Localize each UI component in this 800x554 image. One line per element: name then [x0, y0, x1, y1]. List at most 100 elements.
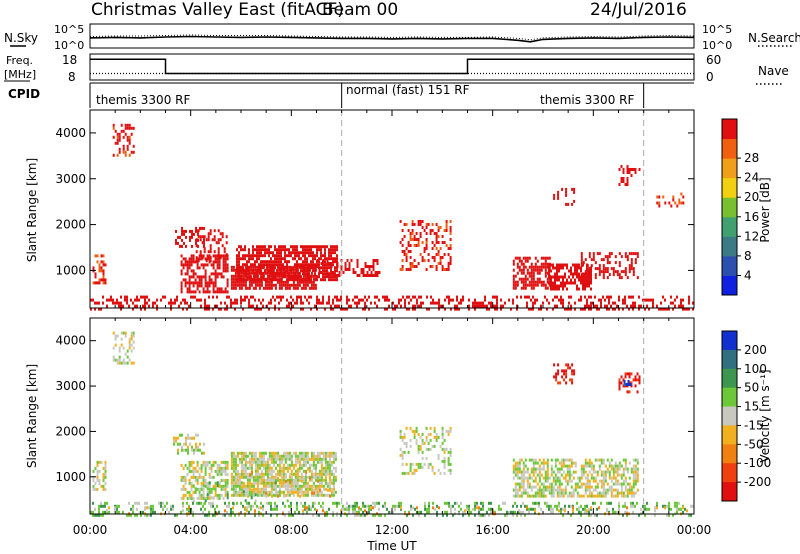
heatmap-cell — [184, 284, 187, 288]
heatmap-cell — [538, 479, 541, 483]
heatmap-cell — [524, 295, 526, 299]
heatmap-cell — [304, 280, 307, 284]
heatmap-cell — [534, 494, 537, 498]
heatmap-cell — [620, 255, 623, 259]
heatmap-cell — [292, 472, 295, 476]
heatmap-cell — [196, 460, 199, 464]
heatmap-cell — [100, 513, 102, 517]
heatmap-cell — [212, 504, 214, 508]
heatmap-cell — [646, 298, 648, 302]
heatmap-cell — [634, 375, 637, 379]
heatmap-cell — [437, 229, 440, 232]
heatmap-cell — [346, 506, 348, 510]
heatmap-cell — [332, 307, 334, 311]
heatmap-cell — [198, 493, 201, 497]
heatmap-cell — [308, 463, 311, 467]
heatmap-cell — [388, 298, 390, 302]
heatmap-cell — [630, 485, 633, 489]
heatmap-cell — [268, 493, 271, 497]
heatmap-cell — [310, 454, 313, 458]
heatmap-cell — [520, 286, 523, 290]
heatmap-cell — [546, 504, 548, 508]
heatmap-cell — [220, 307, 222, 311]
heatmap-cell — [320, 271, 323, 274]
heatmap-cell — [204, 272, 207, 276]
heatmap-cell — [578, 263, 580, 267]
heatmap-cell — [246, 286, 249, 290]
heatmap-cell — [566, 470, 569, 474]
heatmap-cell — [210, 272, 213, 276]
heatmap-cell — [344, 265, 347, 268]
heatmap-cell — [566, 494, 569, 498]
heatmap-cell — [298, 484, 301, 488]
heatmap-cell — [298, 454, 301, 458]
heatmap-cell — [102, 475, 105, 479]
heatmap-cell — [458, 504, 460, 508]
heatmap-cell — [144, 304, 146, 308]
heatmap-cell — [200, 466, 203, 470]
heatmap-cell — [449, 220, 452, 223]
heatmap-cell — [522, 286, 525, 290]
heatmap-cell — [264, 484, 267, 488]
xtick-label: 00:00 — [73, 523, 108, 537]
heatmap-cell — [514, 274, 517, 278]
heatmap-cell — [368, 268, 371, 271]
heatmap-cell — [522, 461, 525, 465]
heatmap-cell — [226, 510, 228, 514]
heatmap-cell — [326, 466, 329, 470]
heatmap-cell — [520, 491, 523, 495]
heatmap-cell — [126, 126, 129, 130]
heatmap-cell — [409, 468, 412, 472]
heatmap-cell — [334, 304, 336, 308]
heatmap-cell — [415, 429, 418, 433]
heatmap-cell — [250, 451, 253, 455]
heatmap-cell — [409, 438, 412, 442]
heatmap-cell — [558, 488, 561, 492]
heatmap-cell — [399, 447, 402, 451]
heatmap-cell — [183, 229, 185, 233]
heatmap-cell — [316, 265, 319, 268]
heatmap-cell — [616, 273, 619, 277]
heatmap-cell — [435, 235, 438, 238]
heatmap-cell — [266, 266, 268, 270]
heatmap-cell — [624, 504, 626, 508]
heatmap-cell — [288, 251, 290, 255]
heatmap-cell — [374, 259, 377, 262]
heatmap-cell — [636, 252, 639, 256]
heatmap-cell — [251, 488, 253, 492]
heatmap-cell — [217, 229, 220, 233]
heatmap-cell — [92, 298, 94, 302]
heatmap-cell — [401, 438, 404, 442]
heatmap-cell — [447, 468, 450, 472]
heatmap-cell — [308, 272, 310, 276]
heatmap-cell — [586, 275, 588, 279]
heatmap-cell — [260, 451, 263, 455]
heatmap-cell — [522, 510, 524, 514]
heatmap-cell — [522, 265, 525, 269]
heatmap-cell — [550, 458, 553, 462]
heatmap-cell — [274, 454, 277, 458]
heatmap-cell — [186, 269, 189, 273]
heatmap-cell — [276, 469, 279, 473]
heatmap-cell — [560, 491, 563, 495]
heatmap-cell — [612, 270, 615, 274]
heatmap-cell — [624, 255, 627, 259]
heatmap-cell — [628, 482, 631, 486]
heatmap-cell — [530, 271, 533, 275]
heatmap-cell — [118, 150, 121, 154]
heatmap-cell — [324, 272, 326, 276]
heatmap-cell — [429, 447, 432, 451]
heatmap-cell — [626, 482, 629, 486]
heatmap-cell — [558, 287, 560, 291]
heatmap-cell — [542, 262, 545, 266]
heatmap-cell — [588, 464, 591, 468]
heatmap-cell — [558, 491, 561, 495]
heatmap-cell — [620, 165, 623, 168]
heatmap-cell — [312, 263, 314, 267]
heatmap-cell — [554, 287, 556, 291]
heatmap-cell — [580, 476, 583, 480]
heatmap-cell — [301, 479, 303, 483]
heatmap-cell — [336, 298, 338, 302]
heatmap-cell — [248, 272, 250, 276]
heatmap-cell — [666, 307, 668, 311]
